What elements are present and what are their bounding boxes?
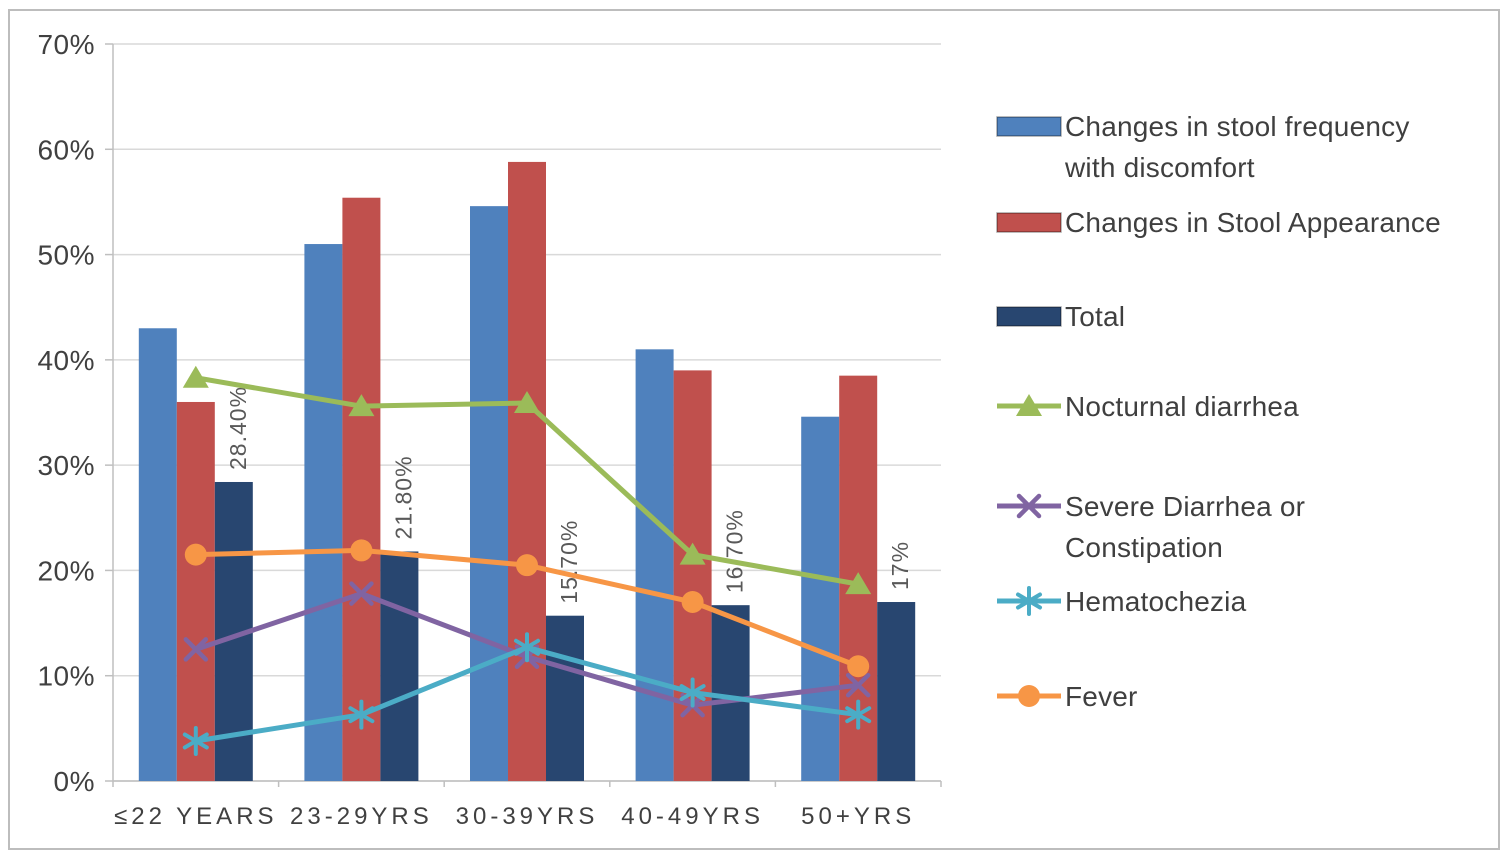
circle-marker xyxy=(184,543,207,566)
y-axis-tick-label: 50% xyxy=(37,240,95,271)
bar-series xyxy=(214,481,916,781)
circle-marker xyxy=(516,554,538,577)
x-axis-category-label: 40-49YRS xyxy=(621,803,764,830)
y-axis-tick-label: 20% xyxy=(37,555,95,586)
asterisk-marker xyxy=(348,699,375,730)
legend-item-total: Total xyxy=(995,296,1467,337)
triangle-marker xyxy=(348,394,375,417)
x-axis-category-label: 23-29YRS xyxy=(290,803,433,830)
legend-label: Total xyxy=(1065,301,1126,332)
x-marker xyxy=(349,581,374,606)
triangle-marker xyxy=(1016,394,1042,416)
bar xyxy=(508,161,546,782)
circle-marker xyxy=(1018,685,1040,707)
legend-swatch-purple-x-line xyxy=(997,493,1061,519)
x-axis-category-label: ≤22 YEARS xyxy=(114,803,277,830)
total-data-label: 21.80% xyxy=(390,455,416,539)
asterisk-marker xyxy=(514,632,540,663)
triangle-marker xyxy=(679,542,706,565)
y-axis-tick-label: 70% xyxy=(37,29,95,60)
legend-item-fever: Fever xyxy=(995,676,1467,717)
bar xyxy=(673,370,712,781)
x-marker xyxy=(845,672,871,698)
legend-item-severe-diarrhea: Severe Diarrhea or Constipation xyxy=(995,486,1467,568)
circle-marker xyxy=(847,655,870,678)
y-axis-tick-label: 10% xyxy=(37,661,95,692)
total-data-label: 17% xyxy=(887,541,913,590)
legend-bar-swatch xyxy=(996,212,1062,233)
legend-item-stool-frequency: Changes in stool frequency with discomfo… xyxy=(995,106,1467,188)
triangle-marker xyxy=(182,365,209,388)
bar xyxy=(342,197,381,781)
bar xyxy=(470,206,508,781)
triangle-marker xyxy=(514,391,540,414)
bar-series xyxy=(176,161,878,782)
bar xyxy=(138,328,177,781)
y-axis-tick-label: 30% xyxy=(37,450,95,481)
asterisk-marker xyxy=(679,677,706,708)
legend-label: Fever xyxy=(1065,681,1138,712)
legend-swatch-navy-bar xyxy=(996,306,1062,327)
line-series xyxy=(182,365,872,595)
legend-item-stool-appearance: Changes in Stool Appearance xyxy=(995,202,1467,243)
y-axis-tick-label: 60% xyxy=(37,134,95,165)
legend-label: Hematochezia xyxy=(1065,586,1247,617)
bar xyxy=(877,602,916,781)
asterisk-marker xyxy=(1016,586,1042,616)
legend-swatch-teal-asterisk-line xyxy=(997,586,1061,616)
legend-swatch-blue-bar xyxy=(996,116,1062,137)
bar xyxy=(380,551,419,781)
asterisk-marker xyxy=(182,725,209,756)
total-data-label: 28.40% xyxy=(225,386,251,470)
x-axis-category-label: 50+YRS xyxy=(801,803,915,830)
bar xyxy=(304,244,343,782)
bar-series xyxy=(138,206,840,782)
legend-item-nocturnal-diarrhea: Nocturnal diarrhea xyxy=(995,386,1467,427)
asterisk-marker xyxy=(845,699,872,730)
x-marker xyxy=(1016,493,1042,519)
legend-swatch-orange-circle-line xyxy=(997,685,1061,707)
bar xyxy=(635,349,674,781)
total-data-label: 16.70% xyxy=(722,509,748,593)
line-series xyxy=(182,632,872,756)
triangle-marker xyxy=(845,572,872,595)
x-axis-category-label: 30-39YRS xyxy=(456,803,599,830)
total-data-label: 15.70% xyxy=(556,520,582,604)
legend-label: Changes in stool frequency with discomfo… xyxy=(1065,111,1410,183)
line-series xyxy=(184,539,870,678)
circle-marker xyxy=(350,539,373,562)
legend-label: Severe Diarrhea or Constipation xyxy=(1065,491,1306,563)
y-axis-tick-label: 0% xyxy=(54,766,95,797)
bar xyxy=(801,416,840,781)
legend-label: Nocturnal diarrhea xyxy=(1065,391,1299,422)
bar xyxy=(546,615,584,781)
x-marker xyxy=(183,637,209,662)
legend-label: Changes in Stool Appearance xyxy=(1065,207,1441,238)
bar xyxy=(176,401,215,781)
bar xyxy=(711,605,750,781)
legend-swatch-green-triangle-line xyxy=(997,394,1061,416)
legend-item-hematochezia: Hematochezia xyxy=(995,581,1467,622)
circle-marker xyxy=(681,591,704,614)
y-axis-tick-label: 40% xyxy=(37,345,95,376)
legend-bar-swatch xyxy=(996,306,1062,327)
legend-swatch-red-bar xyxy=(996,212,1062,233)
legend-bar-swatch xyxy=(996,116,1062,137)
